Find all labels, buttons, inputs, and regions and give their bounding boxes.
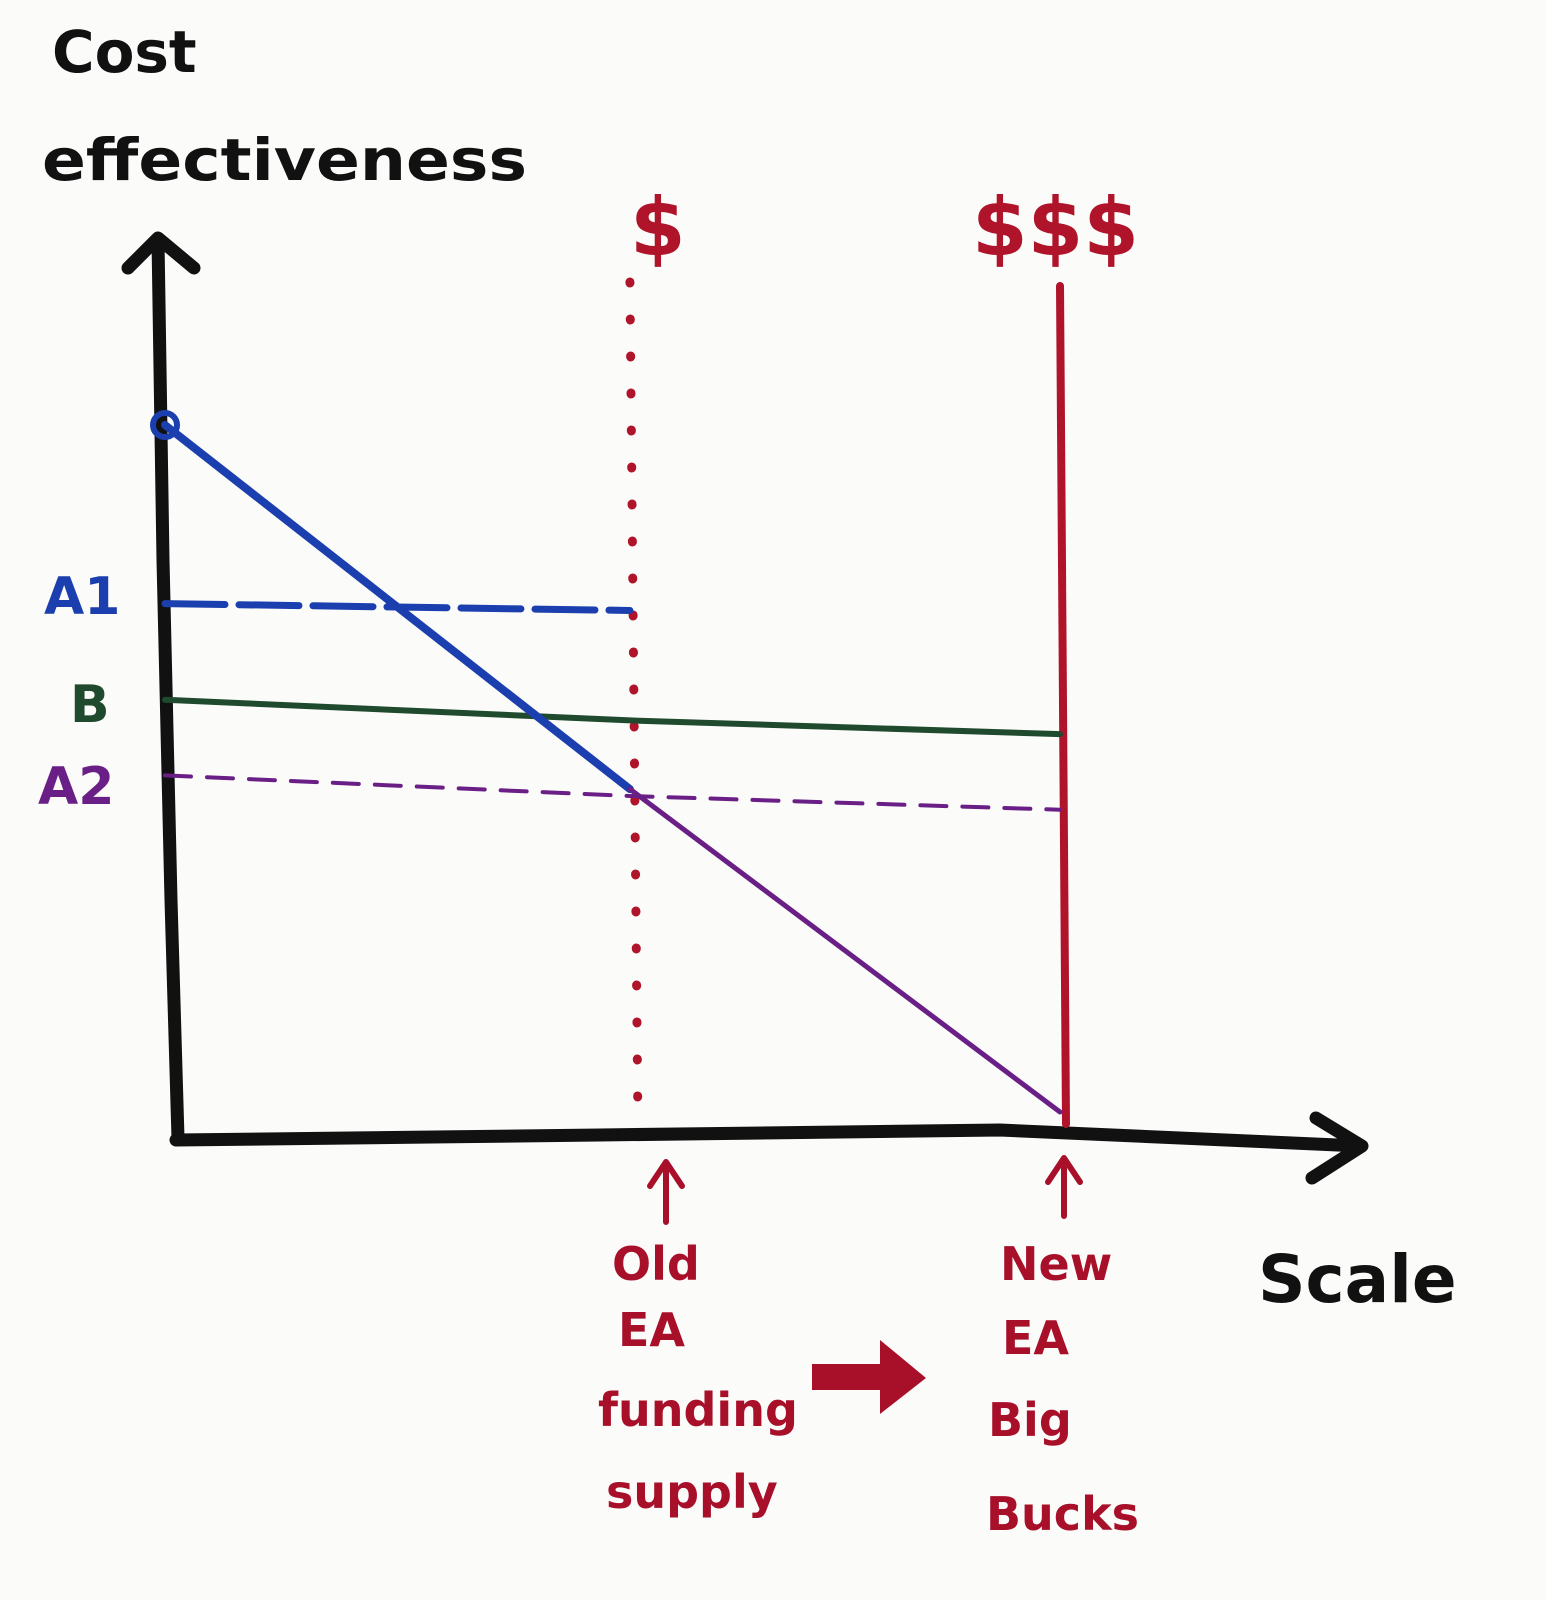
declining-line-segment-1	[161, 421, 634, 794]
y-axis-label-line-2: effectiveness	[42, 126, 527, 194]
series-label-a1: A1	[44, 567, 120, 627]
series-line-a2	[163, 773, 1062, 812]
note-new-line-3: Big	[988, 1393, 1072, 1447]
start-point-marker	[150, 410, 180, 440]
note-old-line-1: Old	[612, 1237, 700, 1291]
note-old-line-2: EA	[618, 1303, 685, 1357]
note-new-line-1: New	[1000, 1237, 1112, 1291]
note-new-ea-big-bucks: New EA Big Bucks	[986, 1155, 1139, 1541]
note-old-ea-funding: Old EA funding supply	[598, 1159, 798, 1519]
y-axis-arrow-icon	[121, 231, 201, 275]
note-old-line-4: supply	[606, 1465, 778, 1519]
series-layer	[150, 410, 1063, 1115]
series-label-b: B	[70, 675, 110, 735]
vline-label-old-funding: $	[630, 181, 686, 274]
up-arrow-icon	[1045, 1155, 1083, 1219]
declining-line-segment-2	[627, 786, 1063, 1115]
up-arrow-icon	[647, 1159, 685, 1225]
vline-label-new-funding: $$$	[972, 181, 1139, 274]
axes	[121, 231, 1369, 1185]
y-axis	[151, 233, 185, 1145]
y-axis-label-line-1: Cost	[52, 18, 197, 86]
vline-new-funding	[1056, 282, 1070, 1128]
transition-arrow-icon	[812, 1340, 926, 1414]
x-axis	[169, 1123, 1367, 1153]
series-label-a2: A2	[38, 757, 114, 817]
x-axis-label: Scale	[1258, 1241, 1457, 1318]
note-new-line-2: EA	[1002, 1311, 1069, 1365]
x-axis-arrow-icon	[1305, 1111, 1369, 1185]
vertical-lines	[625, 277, 1070, 1129]
series-line-b	[162, 696, 1063, 738]
vline-old-funding	[625, 277, 643, 1129]
note-old-line-3: funding	[598, 1383, 798, 1437]
note-new-line-4: Bucks	[986, 1487, 1139, 1541]
